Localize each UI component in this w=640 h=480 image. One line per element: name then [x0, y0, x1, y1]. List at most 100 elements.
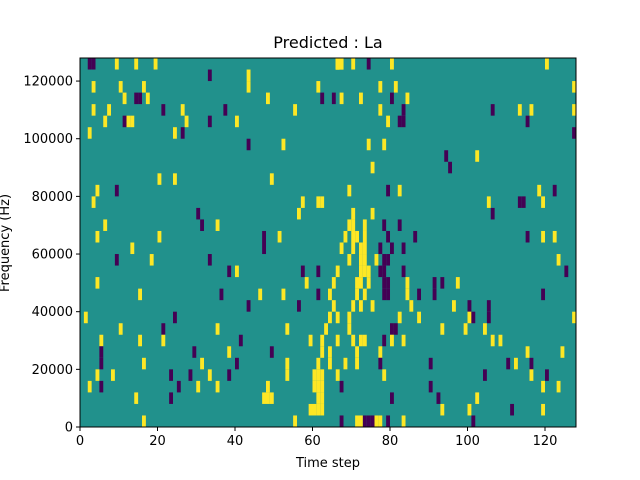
y-tick-label: 20000 — [32, 363, 73, 378]
heatmap-cell — [312, 380, 317, 393]
heatmap-cell — [103, 115, 108, 128]
y-tick-label: 100000 — [23, 132, 73, 147]
heatmap-cell — [91, 196, 96, 208]
heatmap-cell — [103, 219, 108, 231]
heatmap-cell — [339, 242, 344, 255]
heatmap-cell — [393, 323, 398, 335]
heatmap-cell — [386, 254, 391, 266]
y-axis: 0 20000 40000 60000 80000 100000 120000 — [23, 75, 80, 436]
heatmap-cell — [351, 58, 356, 70]
heatmap-cell — [401, 415, 406, 427]
heatmap-cell — [351, 207, 356, 220]
heatmap-cell — [401, 265, 406, 278]
heatmap-cell — [266, 380, 270, 393]
heatmap-cell — [335, 369, 340, 381]
heatmap-cell — [134, 92, 139, 105]
heatmap-cell — [347, 219, 352, 231]
heatmap-cell — [390, 392, 394, 404]
heatmap-cell — [169, 392, 174, 404]
heatmap-cell — [483, 323, 487, 335]
heatmap-cell — [506, 357, 511, 370]
heatmap-cell — [401, 115, 406, 128]
heatmap-cell — [320, 334, 325, 347]
heatmap-cell — [335, 265, 340, 278]
heatmap-cell — [556, 254, 561, 266]
heatmap-cell — [362, 265, 367, 278]
heatmap-cell — [359, 277, 363, 289]
heatmap-cell — [339, 415, 344, 427]
heatmap-cell — [157, 230, 162, 243]
heatmap-cell — [246, 300, 251, 312]
heatmap-cell — [227, 346, 232, 358]
heatmap-cell — [351, 219, 356, 231]
heatmap-cell — [386, 415, 391, 427]
heatmap-cell — [308, 334, 313, 347]
heatmap-cell — [386, 115, 391, 128]
heatmap-cell — [331, 300, 336, 312]
heatmap-cell — [382, 265, 387, 278]
heatmap-cell — [572, 104, 577, 116]
heatmap-cell — [351, 334, 356, 347]
heatmap-cell — [188, 369, 193, 381]
heatmap-cell — [235, 265, 239, 278]
heatmap-cell — [366, 58, 371, 70]
x-axis-label: Time step — [295, 456, 360, 471]
heatmap-cell — [320, 392, 325, 404]
heatmap-cell — [359, 334, 363, 347]
heatmap-cell — [471, 415, 476, 427]
heatmap-cell — [397, 311, 402, 324]
heatmap-cell — [207, 369, 212, 381]
heatmap-cell — [157, 173, 162, 185]
heatmap-cell — [529, 104, 534, 116]
heatmap-cell — [347, 311, 352, 324]
heatmap-cell — [390, 92, 394, 105]
heatmap-cell — [328, 357, 332, 370]
heatmap-cell — [572, 81, 577, 93]
heatmap-cell — [362, 254, 367, 266]
y-tick-label: 120000 — [23, 75, 73, 90]
heatmap-cell — [161, 323, 166, 335]
heatmap-cell — [444, 150, 449, 162]
heatmap-cell — [417, 311, 422, 324]
heatmap-cell — [304, 277, 309, 289]
heatmap-cell — [525, 230, 530, 243]
heatmap-cell — [378, 242, 383, 255]
heatmap-cell — [153, 58, 158, 70]
heatmap-cell — [91, 104, 96, 116]
heatmap-cell — [200, 357, 205, 370]
heatmap-cell — [161, 334, 166, 347]
heatmap-cell — [366, 265, 371, 278]
heatmap-cell — [355, 346, 360, 358]
x-tick-label: 100 — [455, 434, 480, 449]
heatmap-cell — [316, 288, 321, 301]
heatmap-cell — [122, 92, 127, 105]
heatmap-cell — [351, 242, 356, 255]
heatmap-cell — [328, 311, 332, 324]
heatmap-cell — [517, 104, 522, 116]
heatmap-cell — [393, 81, 398, 93]
heatmap-cell — [300, 265, 305, 278]
heatmap-cell — [378, 81, 383, 93]
heatmap-cell — [111, 369, 115, 381]
heatmap-cell — [347, 323, 352, 335]
heatmap-cell — [362, 334, 367, 347]
heatmap-cell — [359, 92, 363, 105]
heatmap-cell — [529, 369, 534, 381]
heatmap-cell — [347, 184, 352, 197]
heatmap-cell — [386, 230, 391, 243]
heatmap-cell — [142, 415, 146, 427]
heatmap-cell — [235, 115, 239, 128]
heatmap-cell — [335, 334, 340, 347]
heatmap-cell — [490, 207, 495, 220]
heatmap-cell — [207, 115, 212, 128]
heatmap-cell — [374, 415, 379, 427]
heatmap-cell — [285, 369, 290, 381]
heatmap-cell — [266, 92, 270, 105]
heatmap-cell — [541, 403, 546, 416]
heatmap-cell — [227, 369, 232, 381]
heatmap-cell — [99, 357, 104, 370]
heatmap-cell — [316, 403, 321, 416]
heatmap-cell — [409, 300, 414, 312]
heatmap-cell — [401, 104, 406, 116]
heatmap-cell — [405, 288, 410, 301]
